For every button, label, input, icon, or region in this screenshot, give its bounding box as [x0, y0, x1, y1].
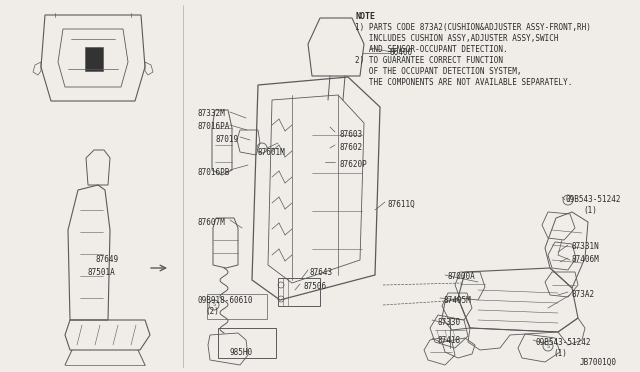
Text: 87501A: 87501A: [87, 268, 115, 277]
Bar: [85, 47, 103, 71]
Bar: [207, 294, 267, 319]
Text: S: S: [566, 198, 570, 202]
Text: 09B543-51242: 09B543-51242: [565, 195, 621, 204]
Text: 87620P: 87620P: [340, 160, 368, 169]
Text: (2): (2): [205, 307, 219, 316]
Text: 87019: 87019: [216, 135, 239, 144]
Text: 87611Q: 87611Q: [388, 200, 416, 209]
Text: 86400: 86400: [390, 48, 413, 57]
Text: INCLUDES CUSHION ASSY,ADJUSTER ASSY,SWICH: INCLUDES CUSHION ASSY,ADJUSTER ASSY,SWIC…: [355, 34, 559, 43]
Text: 87016PA: 87016PA: [197, 122, 229, 131]
Text: 87330: 87330: [437, 318, 460, 327]
Text: 2) TO GUARANTEE CORRECT FUNCTION: 2) TO GUARANTEE CORRECT FUNCTION: [355, 56, 503, 65]
Text: 87000A: 87000A: [448, 272, 476, 281]
Text: 87418: 87418: [437, 336, 460, 345]
Text: 873A2: 873A2: [572, 290, 595, 299]
Text: (1): (1): [553, 349, 567, 358]
Text: 87405M: 87405M: [444, 296, 472, 305]
Text: 87331N: 87331N: [572, 242, 600, 251]
Text: 87506: 87506: [303, 282, 326, 291]
Text: 87332M: 87332M: [197, 109, 225, 118]
Bar: [278, 278, 320, 306]
Text: THE COMPONENTS ARE NOT AVAILABLE SEPARATELY.: THE COMPONENTS ARE NOT AVAILABLE SEPARAT…: [355, 78, 572, 87]
Text: OF THE OCCUPANT DETECTION SYSTEM,: OF THE OCCUPANT DETECTION SYSTEM,: [355, 67, 522, 76]
Text: (1): (1): [583, 206, 597, 215]
Text: 87601M: 87601M: [257, 148, 285, 157]
Text: 87607M: 87607M: [197, 218, 225, 227]
Text: 87649: 87649: [95, 255, 118, 264]
Text: S: S: [212, 302, 216, 308]
Text: 09B543-51242: 09B543-51242: [535, 338, 591, 347]
Text: S: S: [547, 343, 550, 349]
Text: NOTE: NOTE: [355, 12, 375, 21]
Text: 1) PARTS CODE 873A2(CUSHION&ADJUSTER ASSY-FRONT,RH): 1) PARTS CODE 873A2(CUSHION&ADJUSTER ASS…: [355, 23, 591, 32]
Text: 87602: 87602: [340, 143, 363, 152]
Text: 87016PB: 87016PB: [197, 168, 229, 177]
Bar: [218, 328, 276, 358]
Text: 87643: 87643: [310, 268, 333, 277]
Text: 09B918-60610: 09B918-60610: [197, 296, 253, 305]
Text: JB7001Q0: JB7001Q0: [580, 358, 617, 367]
Text: AND SENSOR-OCCUPANT DETECTION.: AND SENSOR-OCCUPANT DETECTION.: [355, 45, 508, 54]
Text: 87406M: 87406M: [572, 255, 600, 264]
Text: 87603: 87603: [340, 130, 363, 139]
Text: 985H0: 985H0: [230, 348, 253, 357]
